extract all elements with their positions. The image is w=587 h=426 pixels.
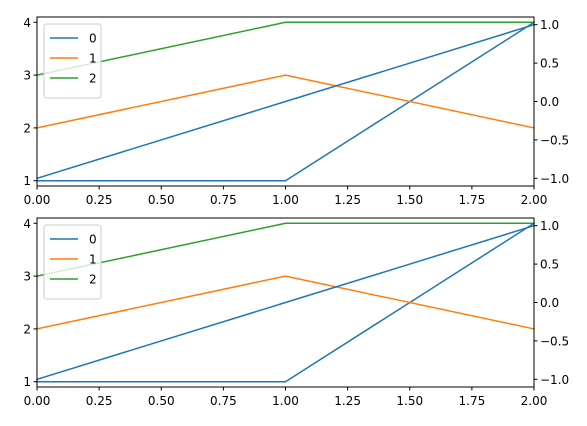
legend: 0 1 2: [43, 23, 102, 99]
y-right-tick-label: 0.0: [540, 296, 559, 310]
y-right-tick-label: 0.5: [540, 57, 559, 71]
x-tick-label: 2.00: [521, 394, 548, 408]
x-tick-label: 0.75: [210, 193, 237, 207]
x-tick-label: 0.50: [148, 394, 175, 408]
y-left-tick-label: 1: [23, 375, 31, 389]
chart-panel-1: 0.00 0.25 0.50 0.75 1.00 1.25 1.50 1.75 2.001234…: [23, 16, 569, 207]
y-left-tick-label: 2: [23, 121, 31, 135]
y-left-tick-label: 3: [23, 69, 31, 83]
series-line-0: [36, 222, 536, 383]
y-right-tick-label: 1.0: [540, 18, 559, 32]
y-left-tick-label: 4: [23, 217, 31, 231]
y-left-tick-label: 3: [23, 270, 31, 284]
legend: 0 1 2: [43, 224, 102, 300]
series-line-right-axis: [36, 224, 535, 381]
legend-label: 1: [89, 52, 97, 66]
x-tick-label: 0.00: [24, 394, 51, 408]
y-left-tick-label: 1: [23, 174, 31, 188]
x-tick-label: 1.75: [459, 193, 486, 207]
x-tick-label: 1.00: [272, 193, 299, 207]
x-tick-label: 1.50: [396, 394, 423, 408]
legend-label: 2: [89, 273, 97, 287]
y-right-tick-label: 0.0: [540, 95, 559, 109]
series-line-2: [36, 21, 535, 76]
legend-frame: [43, 224, 102, 300]
legend-frame: [43, 23, 102, 99]
legend-label: 0: [89, 233, 97, 247]
x-tick-label: 1.00: [272, 394, 299, 408]
y-right-tick-label: −0.5: [540, 334, 569, 348]
x-tick-label: 0.25: [86, 193, 113, 207]
series-line-1: [36, 275, 535, 330]
y-left-tick-label: 2: [23, 322, 31, 336]
x-tick-label: 0.00: [24, 193, 51, 207]
x-tick-label: 1.50: [396, 193, 423, 207]
y-right-tick-label: −1.0: [540, 373, 569, 387]
series-line-2: [36, 222, 535, 277]
series-line-0: [36, 21, 536, 182]
legend-label: 1: [89, 253, 97, 267]
y-right-tick-label: 0.5: [540, 258, 559, 272]
chart-panel-2: 0.00 0.25 0.50 0.75 1.00 1.25 1.50 1.75 2.001234…: [23, 217, 569, 408]
y-right-tick-label: −1.0: [540, 172, 569, 186]
x-tick-label: 0.25: [86, 394, 113, 408]
legend-label: 2: [89, 72, 97, 86]
x-tick-label: 1.25: [334, 394, 361, 408]
legend-label: 0: [89, 32, 97, 46]
x-tick-label: 0.75: [210, 394, 237, 408]
x-tick-label: 2.00: [521, 193, 548, 207]
x-tick-label: 1.75: [459, 394, 486, 408]
series-line-right-axis: [36, 23, 535, 180]
y-right-tick-label: −0.5: [540, 133, 569, 147]
x-tick-label: 1.25: [334, 193, 361, 207]
y-right-tick-label: 1.0: [540, 219, 559, 233]
series-line-1: [36, 74, 535, 129]
x-tick-label: 0.50: [148, 193, 175, 207]
y-left-tick-label: 4: [23, 16, 31, 30]
